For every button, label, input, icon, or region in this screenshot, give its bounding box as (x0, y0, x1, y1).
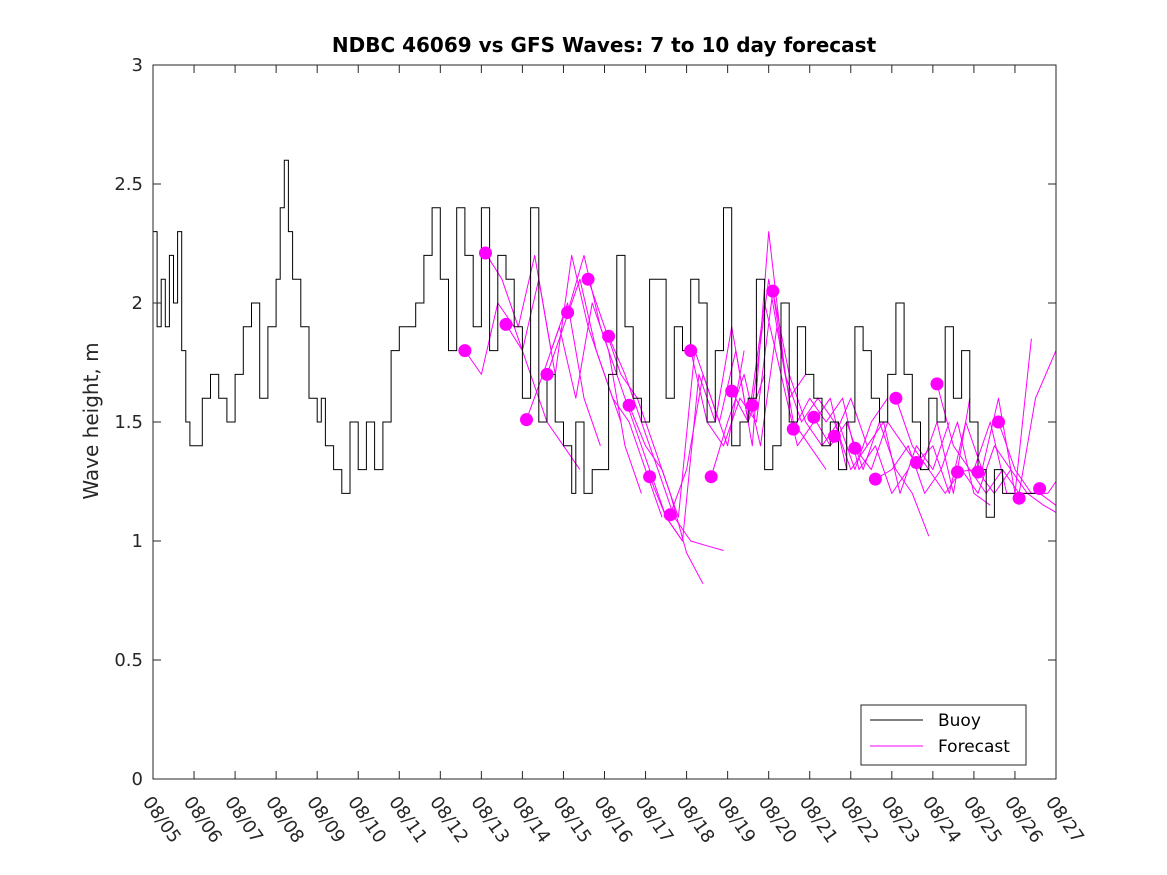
forecast-run-line-20 (875, 421, 991, 506)
forecast-run-line-25 (977, 469, 1057, 513)
axes (152, 64, 1057, 780)
forecast-marker-25 (971, 465, 985, 479)
forecast-run-line-22 (916, 338, 1032, 494)
forecast-marker-16 (786, 422, 800, 436)
forecast-marker-5 (561, 306, 575, 319)
forecast-marker-17 (807, 410, 821, 424)
forecast-marker-3 (520, 413, 533, 427)
x-tick-label: 08/08 (261, 793, 308, 848)
y-tick-label: 2.5 (114, 174, 143, 195)
x-tick-label: 08/17 (631, 793, 678, 848)
forecast-marker-9 (643, 470, 657, 484)
forecast-markers (458, 246, 1047, 522)
forecast-marker-2 (499, 317, 513, 331)
forecast-marker-10 (663, 508, 677, 522)
y-tick-label: 1 (132, 531, 143, 552)
legend-label-buoy: Buoy (938, 711, 981, 731)
x-tick-label: 08/20 (754, 793, 801, 848)
forecast-marker-18 (827, 429, 841, 443)
buoy-series (153, 159, 1036, 518)
forecast-run-line-8 (628, 350, 745, 518)
y-tick-label: 2 (132, 293, 143, 314)
forecast-marker-14 (745, 398, 759, 412)
y-tick-label: 0 (132, 769, 143, 790)
chart-title: NDBC 46069 vs GFS Waves: 7 to 10 day for… (332, 33, 877, 57)
forecast-marker-28 (1033, 482, 1047, 496)
legend: Buoy Forecast (860, 704, 1027, 766)
x-tick-label: 08/07 (220, 793, 267, 848)
y-axis-label: Wave height, m (79, 342, 103, 499)
y-tick-label: 0.5 (114, 650, 143, 671)
forecast-marker-20 (868, 472, 882, 486)
x-tick-label: 08/18 (672, 793, 719, 848)
y-tick-label: 3 (132, 55, 143, 76)
forecast-marker-11 (684, 344, 698, 358)
forecast-marker-15 (766, 284, 780, 298)
forecast-marker-26 (992, 415, 1005, 429)
forecast-run-line-4 (546, 278, 663, 518)
x-tick-label: 08/19 (713, 793, 760, 848)
x-tick-label: 08/25 (959, 793, 1006, 848)
x-tick-label: 08/14 (507, 793, 554, 848)
plot-area (153, 65, 1056, 779)
forecast-marker-7 (602, 329, 616, 343)
x-tick-label: 08/21 (795, 793, 842, 848)
forecast-marker-22 (909, 456, 923, 469)
forecast-marker-19 (848, 441, 862, 455)
forecast-run-line-18 (833, 397, 950, 494)
forecast-marker-6 (581, 272, 595, 286)
forecast-marker-4 (540, 367, 554, 381)
legend-box (860, 704, 1027, 766)
plot-background (153, 65, 1056, 779)
forecast-marker-23 (930, 377, 944, 391)
x-tick-labels: 08/0508/0608/0708/0808/0908/1008/1108/12… (138, 793, 1088, 848)
x-tick-label: 08/16 (590, 793, 637, 848)
forecast-run-line-7 (608, 336, 724, 551)
forecast-marker-21 (889, 391, 903, 405)
y-tick-labels: 0 0.5 1 1.5 2 2.5 3 (114, 55, 143, 790)
legend-label-forecast: Forecast (938, 737, 1010, 757)
x-tick-label: 08/12 (425, 793, 472, 848)
x-tick-label: 08/15 (549, 793, 596, 848)
forecast-marker-0 (458, 344, 472, 358)
x-tick-label: 08/22 (836, 793, 883, 848)
forecast-run-line-21 (895, 398, 1012, 494)
x-tick-label: 08/27 (1041, 793, 1088, 848)
forecast-marker-27 (1012, 491, 1026, 505)
x-tick-label: 08/24 (918, 793, 965, 848)
forecast-marker-13 (725, 384, 739, 398)
forecast-marker-8 (622, 398, 636, 412)
x-tick-label: 08/13 (466, 793, 513, 848)
y-tick-label: 1.5 (114, 412, 143, 433)
forecast-run-line-12 (710, 326, 827, 477)
forecast-marker-24 (951, 465, 964, 479)
x-tick-label: 08/05 (138, 793, 185, 848)
forecast-marker-12 (704, 470, 718, 484)
x-tick-label: 08/06 (179, 793, 226, 848)
buoy-line (153, 159, 1036, 518)
forecast-marker-1 (479, 246, 492, 260)
x-tick-label: 08/23 (877, 793, 924, 848)
forecast-run-line-3 (526, 302, 642, 494)
x-tick-label: 08/10 (343, 793, 390, 848)
x-tick-label: 08/26 (1000, 793, 1047, 848)
x-tick-label: 08/09 (302, 793, 349, 848)
x-tick-label: 08/11 (384, 793, 431, 848)
